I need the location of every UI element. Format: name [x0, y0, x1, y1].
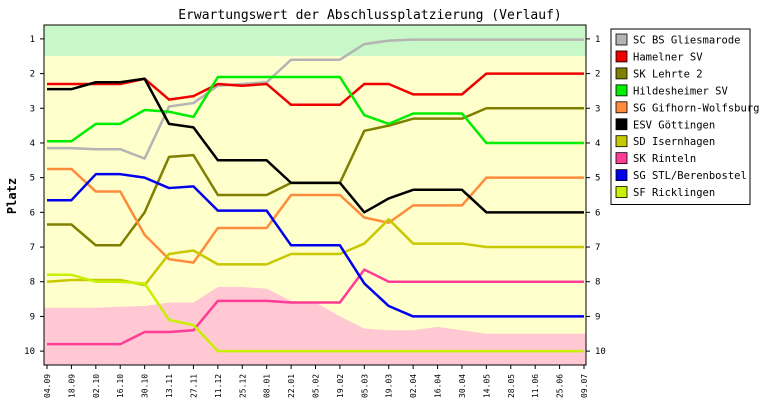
series-line-10 [47, 273, 584, 353]
chart-title: Erwartungswert der Abschlussplatzierung … [178, 8, 562, 23]
y-tick-label-left: 5 [30, 174, 35, 184]
legend-box [610, 28, 751, 205]
x-tick-label: 28.05 [507, 374, 516, 398]
x-tick-label: 04.09 [43, 374, 52, 398]
y-tick-label-left: 4 [30, 139, 35, 149]
legend-label: SG Gifhorn-Wolfsburg [633, 102, 759, 114]
y-tick-label-left: 6 [30, 208, 35, 218]
relegation-area [44, 286, 586, 365]
x-tick-label: 09.07 [580, 374, 589, 398]
y-axis-label: Platz [5, 178, 19, 214]
x-tick-label: 30.10 [141, 374, 150, 398]
y-tick-label-right: 6 [595, 208, 600, 218]
x-tick-label: 05.03 [360, 374, 369, 398]
x-tick-label: 22.01 [287, 374, 296, 398]
x-tick-label: 11.06 [531, 374, 540, 398]
x-tick-label: 02.10 [92, 374, 101, 398]
x-tick-label: 25.06 [556, 374, 565, 398]
legend-label: ESV Göttingen [633, 119, 715, 131]
legend-swatch [615, 84, 628, 97]
y-tick-label-right: 3 [595, 104, 600, 114]
legend-swatch [615, 67, 628, 80]
y-tick-label-right: 1 [595, 35, 600, 45]
legend-label: SD Isernhagen [633, 136, 715, 148]
y-tick-label-left: 2 [30, 70, 35, 80]
x-tick-label: 14.05 [482, 374, 491, 398]
legend-swatch [615, 118, 628, 131]
series-line-6 [47, 77, 584, 214]
series-line-1 [47, 38, 584, 160]
y-tick-label-right: 4 [595, 139, 600, 149]
legend: SC BS Gliesmarode Hamelner SV SK Lehrte 2 H… [610, 28, 759, 205]
y-tick-label-left: 1 [30, 35, 35, 45]
legend-swatch [615, 50, 628, 63]
series-line-8 [47, 268, 584, 346]
legend-swatch [615, 152, 628, 165]
legend-swatch [615, 186, 628, 198]
series-line-9 [47, 172, 584, 318]
x-tick-label: 25.12 [238, 374, 247, 398]
y-tick-label-right: 9 [595, 312, 600, 322]
legend-swatch [615, 169, 628, 182]
legend-label: SK Lehrte 2 [633, 68, 703, 80]
x-tick-label: 27.11 [189, 374, 198, 398]
y-tick-label-left: 10 [24, 347, 35, 357]
x-tick-label: 02.04 [409, 374, 418, 398]
legend-label: SF Ricklingen [633, 187, 715, 199]
y-tick-label-left: 9 [30, 312, 35, 322]
y-tick-label-right: 7 [595, 243, 600, 253]
x-tick-label: 11.12 [214, 374, 223, 398]
legend-label: SK Rinteln [633, 153, 696, 165]
y-tick-label-right: 10 [595, 347, 606, 357]
x-tick-label: 08.01 [263, 374, 272, 398]
series-line-5 [47, 167, 584, 264]
series-line-4 [47, 75, 584, 145]
y-tick-label-left: 7 [30, 243, 35, 253]
x-tick-label: 30.04 [458, 374, 467, 398]
legend-swatch [615, 33, 628, 46]
legend-swatch [615, 101, 628, 114]
x-tick-label: 13.11 [165, 374, 174, 398]
legend-label: SC BS Gliesmarode [633, 35, 740, 47]
x-tick-label: 19.03 [385, 374, 394, 398]
y-tick-label-right: 8 [595, 278, 600, 288]
y-tick-label-left: 3 [30, 104, 35, 114]
x-tick-label: 16.04 [434, 374, 443, 398]
x-tick-label: 05.02 [312, 374, 321, 398]
x-tick-label: 19.02 [336, 374, 345, 398]
y-tick-label-right: 5 [595, 174, 600, 184]
legend-label: Hildesheimer SV [633, 85, 729, 97]
legend-label: Hamelner SV [633, 51, 703, 63]
x-tick-label: 16.10 [116, 374, 125, 398]
x-tick-label: 18.09 [67, 374, 76, 398]
y-tick-label-right: 2 [595, 70, 600, 80]
legend-swatch [615, 135, 628, 148]
plot-area: 1 1 2 2 3 3 4 4 5 5 6 6 7 7 8 8 9 9 10 10 04.09 18.09 02.10 16.… [24, 24, 606, 398]
legend-label: SG STL/Berenbostel [633, 170, 747, 182]
y-tick-label-left: 8 [30, 278, 35, 288]
